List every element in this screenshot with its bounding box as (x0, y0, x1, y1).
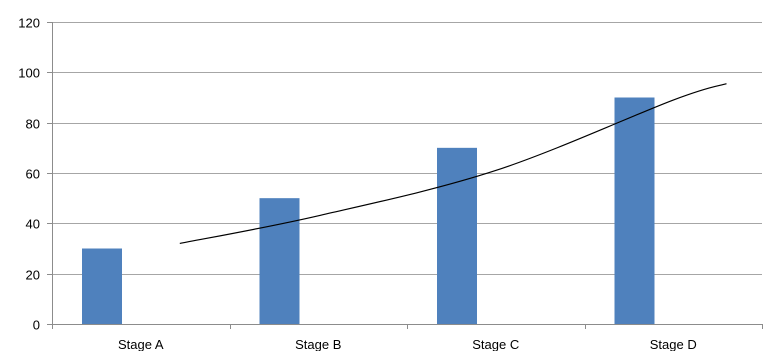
y-tick-label: 0 (33, 318, 40, 333)
tick-labels: 0 20 40 60 80 100 120 Stage A Stage B Stage C Stag… (18, 16, 696, 351)
bar-stage-d (614, 97, 655, 324)
y-tick-label: 100 (18, 66, 40, 81)
y-tick-label: 120 (18, 16, 40, 31)
axes (47, 22, 763, 329)
y-tick-label: 60 (26, 167, 40, 182)
x-tick-label: Stage C (472, 337, 519, 351)
bar-stage-b (259, 198, 300, 324)
gridlines (52, 22, 762, 275)
bar-stage-a (82, 248, 122, 324)
bar-stage-c (437, 147, 477, 324)
bars (82, 97, 655, 324)
y-tick-label: 40 (26, 217, 40, 232)
x-tick-label: Stage B (295, 337, 341, 351)
trendline-layer (179, 83, 727, 245)
y-tick-label: 80 (26, 117, 40, 132)
x-tick-label: Stage A (118, 337, 164, 351)
y-tick-label: 20 (26, 268, 40, 283)
x-tick-label: Stage D (650, 337, 697, 351)
trendline (179, 83, 727, 245)
